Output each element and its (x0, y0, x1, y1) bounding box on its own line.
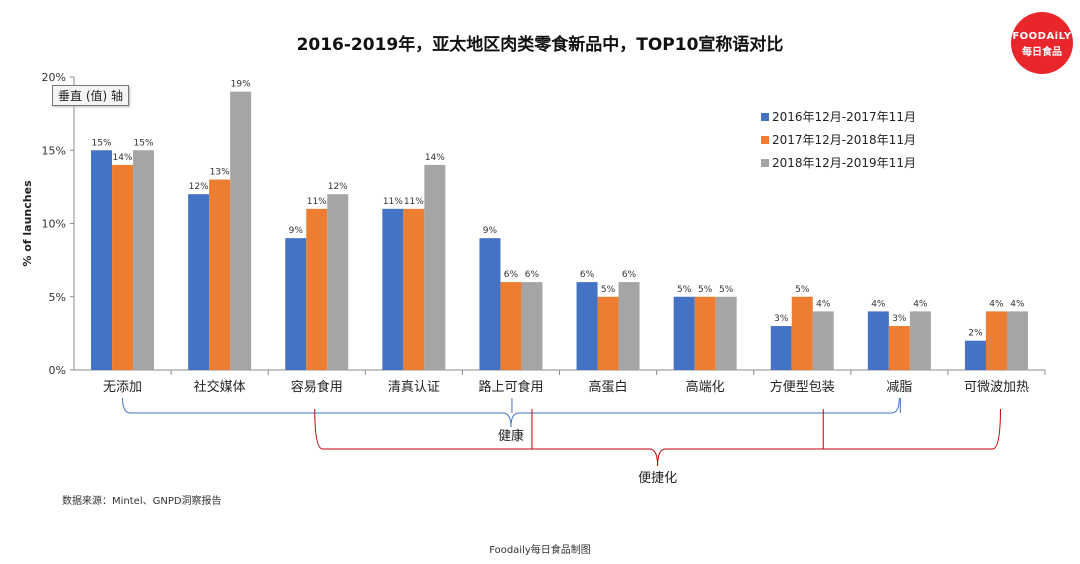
bar-2-高端化 (694, 296, 716, 370)
bar-1-清真认证 (382, 208, 404, 370)
data-label: 12% (189, 182, 209, 192)
data-label: 14% (425, 153, 445, 163)
legend-swatch-2 (761, 136, 769, 144)
x-tick-label: 社交媒体 (194, 379, 246, 395)
data-label: 13% (210, 168, 230, 178)
bar-3-清真认证 (424, 164, 446, 370)
bar-2-减脂 (888, 326, 910, 370)
data-label: 9% (483, 226, 498, 236)
bar-2-方便型包装 (791, 296, 813, 370)
chart-title: 2016-2019年，亚太地区肉类零食新品中，TOP10宣称语对比 (296, 35, 784, 55)
data-label: 5% (795, 285, 810, 295)
data-label: 6% (525, 270, 540, 280)
bar-1-方便型包装 (770, 326, 792, 370)
x-tick-label: 可微波加热 (964, 380, 1029, 395)
bar-1-容易食用 (285, 238, 307, 370)
data-label: 4% (816, 299, 831, 309)
bar-3-无添加 (133, 150, 155, 370)
y-tick-label: 0% (49, 364, 66, 377)
legend-label-1: 2016年12月-2017年11月 (772, 110, 916, 124)
data-label: 3% (892, 314, 907, 324)
bar-2-容易食用 (306, 208, 328, 370)
data-label: 4% (871, 299, 886, 309)
legend-label-2: 2017年12月-2018年11月 (772, 133, 916, 147)
legend-label-3: 2018年12月-2019年11月 (772, 156, 916, 170)
y-tick-label: 5% (49, 291, 66, 304)
data-label: 5% (677, 285, 692, 295)
bar-1-减脂 (867, 311, 889, 370)
bar-1-高端化 (673, 296, 695, 370)
legend-swatch-3 (761, 159, 769, 167)
bracket-health (122, 397, 900, 428)
y-tick-label: 20% (42, 71, 66, 84)
bar-1-可微波加热 (964, 340, 986, 370)
bar-2-清真认证 (403, 208, 425, 370)
x-tick-label: 无添加 (103, 380, 142, 395)
data-label: 14% (113, 153, 133, 163)
x-tick-label: 路上可食用 (478, 379, 543, 395)
bar-1-社交媒体 (188, 194, 210, 370)
logo-line-2: 每日食品 (1022, 47, 1062, 58)
brand-logo: FOODAiLY 每日食品 (1011, 12, 1073, 74)
data-label: 5% (719, 285, 734, 295)
data-label: 6% (580, 270, 595, 280)
axis-tooltip: 垂直 (值) 轴 (52, 85, 129, 106)
data-label: 9% (289, 226, 304, 236)
x-tick-label: 高蛋白 (589, 379, 628, 395)
bar-2-社交媒体 (209, 179, 231, 370)
bar-3-方便型包装 (812, 311, 834, 370)
logo-line-1: FOODAiLY (1012, 31, 1072, 42)
bar-2-可微波加热 (985, 311, 1007, 370)
data-label: 3% (774, 314, 789, 324)
bar-1-路上可食用 (479, 238, 501, 370)
x-tick-label: 方便型包装 (770, 379, 835, 395)
group-label-health: 健康 (498, 428, 524, 444)
data-label: 2% (968, 329, 983, 339)
data-label: 5% (698, 285, 713, 295)
bar-3-高蛋白 (618, 282, 640, 370)
bar-3-路上可食用 (521, 282, 543, 370)
bar-3-可微波加热 (1006, 311, 1028, 370)
y-tick-label: 15% (42, 144, 66, 157)
bar-1-高蛋白 (576, 282, 598, 370)
bar-3-减脂 (909, 311, 931, 370)
bar-2-路上可食用 (500, 282, 522, 370)
bar-3-高端化 (715, 296, 737, 370)
data-label: 11% (383, 197, 403, 207)
bar-3-社交媒体 (230, 91, 252, 371)
bar-2-无添加 (112, 164, 134, 370)
x-tick-label: 清真认证 (388, 380, 440, 395)
bar-3-容易食用 (327, 194, 349, 370)
data-source-note: 数据来源：Mintel、GNPD洞察报告 (62, 496, 222, 507)
y-axis-label: % of launches (21, 180, 34, 267)
data-label: 15% (134, 138, 154, 148)
data-label: 11% (307, 197, 327, 207)
bracket-convenience (314, 408, 1001, 467)
data-label: 11% (404, 197, 424, 207)
bar-chart: 0%5%10%15%20%% of launches 15%14%15%无添加1… (21, 71, 1046, 486)
x-tick-label: 容易食用 (291, 379, 343, 395)
y-tick-label: 10% (42, 218, 66, 231)
data-label: 5% (601, 285, 616, 295)
data-label: 6% (504, 270, 519, 280)
data-label: 4% (989, 299, 1004, 309)
data-label: 6% (622, 270, 637, 280)
group-label-convenience: 便捷化 (638, 471, 677, 486)
data-label: 12% (328, 182, 348, 192)
data-label: 19% (231, 80, 251, 90)
data-label: 4% (913, 299, 928, 309)
data-label: 4% (1010, 299, 1025, 309)
bar-1-无添加 (91, 150, 113, 370)
data-label: 15% (92, 138, 112, 148)
x-tick-label: 减脂 (886, 380, 912, 395)
bar-2-高蛋白 (597, 296, 619, 370)
x-tick-label: 高端化 (686, 379, 725, 395)
legend-swatch-1 (761, 113, 769, 121)
footer-credit: Foodaily每日食品制图 (489, 545, 591, 556)
